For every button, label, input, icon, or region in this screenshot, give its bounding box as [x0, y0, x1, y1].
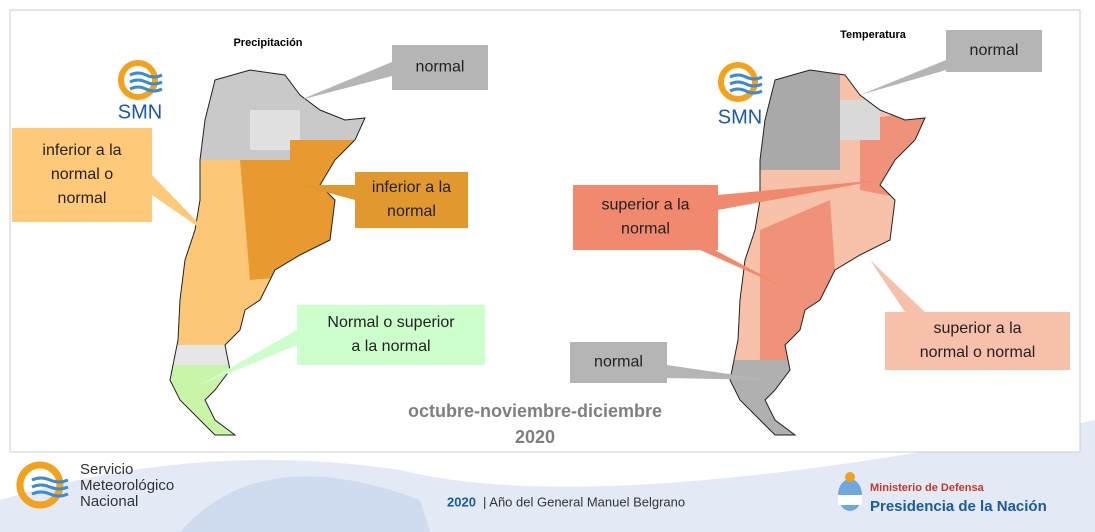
logo-text: SMN — [118, 101, 162, 123]
callout-text: normal — [416, 59, 465, 76]
callout-text: normal — [594, 354, 643, 371]
org-name: Servicio — [80, 461, 133, 478]
callout-box — [570, 342, 667, 383]
callout-text: normal — [387, 203, 436, 220]
org-name: Nacional — [80, 493, 138, 510]
footer-year: 2020 — [447, 494, 476, 509]
callout-box — [946, 30, 1042, 72]
callout-pointer — [667, 365, 770, 380]
period: octubre-noviembre-diciembre — [408, 401, 662, 421]
presidency: Presidencia de la Nación — [870, 498, 1047, 515]
smn-logo: SMN — [718, 62, 763, 128]
map-title: Precipitación — [233, 37, 302, 49]
motto: | Año del General Manuel Belgrano — [483, 494, 685, 509]
year: 2020 — [515, 427, 555, 447]
callout-pointer — [152, 175, 210, 235]
callout-pointer — [700, 250, 790, 290]
callout-text: normal — [621, 221, 670, 238]
callout-text: inferior a la — [42, 142, 121, 159]
callout-box — [573, 185, 718, 250]
callout-text: superior a la — [601, 197, 689, 214]
callout-box — [355, 172, 468, 228]
callout-pointer — [300, 185, 355, 200]
callout-text: normal o normal — [920, 344, 1036, 361]
callout-pointer — [860, 60, 946, 95]
callout-pointer — [870, 260, 925, 312]
footer-logo — [16, 461, 69, 509]
footer-bg — [180, 476, 430, 532]
map-title: Temperatura — [840, 29, 907, 41]
callout-text: normal — [58, 190, 107, 207]
callout-text: normal o — [51, 166, 113, 183]
callout-text: Normal o superior — [327, 314, 455, 331]
ministry: Ministerio de Defensa — [870, 482, 985, 494]
callout-box — [297, 305, 485, 365]
org-name: Meteorológico — [80, 477, 174, 494]
callout-text: normal — [970, 42, 1019, 59]
callout-pointer — [718, 180, 880, 210]
callout-pointer — [200, 330, 297, 385]
coat-of-arms — [838, 472, 862, 511]
callout-box — [12, 128, 152, 222]
callout-text: superior a la — [933, 320, 1021, 337]
callout-pointer — [300, 62, 392, 100]
logo-text: SMN — [718, 106, 762, 128]
callout-box — [885, 312, 1070, 370]
callout-text: a la normal — [351, 338, 430, 355]
callout-box — [392, 45, 488, 90]
callout-text: inferior a la — [372, 179, 451, 196]
smn-logo: SMN — [118, 60, 163, 123]
